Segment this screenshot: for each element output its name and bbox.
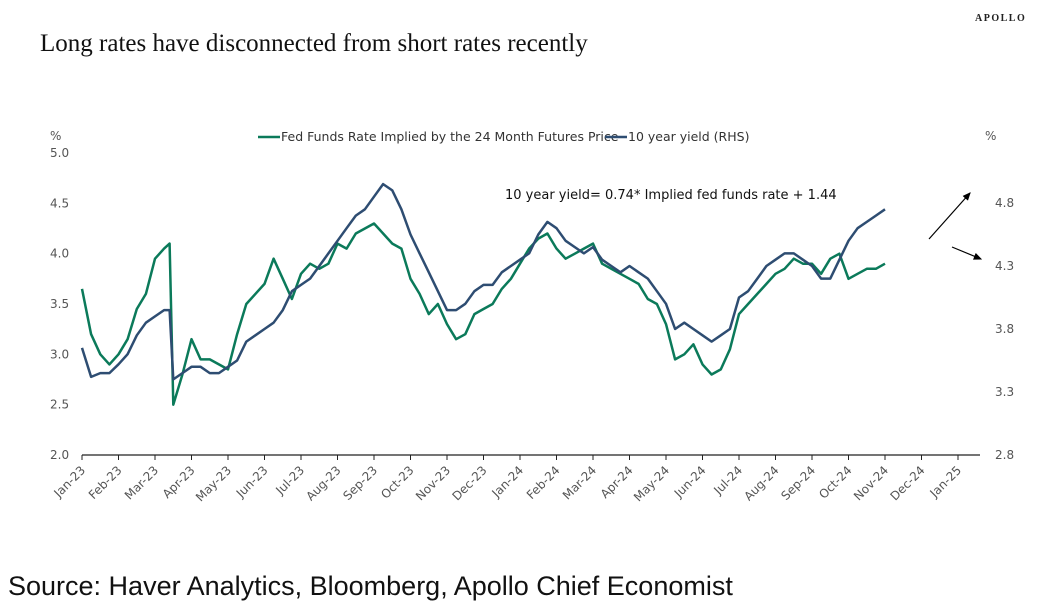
left-axis-unit: % — [50, 129, 61, 143]
x-tick-label: Jan-23 — [51, 463, 89, 501]
x-tick-label: Aug-23 — [303, 463, 343, 503]
x-tick-label: May-23 — [193, 463, 234, 504]
y-left-tick-label: 3.5 — [50, 297, 69, 311]
x-tick-label: Dec-23 — [449, 463, 489, 503]
x-tick-label: Mar-23 — [122, 463, 161, 502]
y-left-tick-label: 2.5 — [50, 398, 69, 412]
x-tick-label: Oct-23 — [378, 463, 416, 501]
series-line-10y-yield — [80, 182, 886, 381]
x-tick-label: Jul-24 — [710, 463, 745, 498]
x-tick-label: Oct-24 — [816, 463, 854, 501]
y-left-tick-label: 5.0 — [50, 146, 69, 160]
series-group — [80, 182, 886, 406]
right-axis-unit: % — [985, 129, 996, 143]
trend-arrows — [928, 192, 983, 260]
x-tick-label: Apr-24 — [598, 463, 636, 501]
legend-label-fed-funds: Fed Funds Rate Implied by the 24 Month F… — [281, 129, 619, 144]
arrow-down-icon — [951, 246, 983, 260]
x-tick-label: Feb-24 — [524, 463, 563, 502]
regression-annotation: 10 year yield= 0.74* Implied fed funds r… — [505, 188, 837, 203]
y-left-tick-label: 4.0 — [50, 247, 69, 261]
y-right-tick-label: 4.3 — [995, 259, 1014, 273]
source-note: Source: Haver Analytics, Bloomberg, Apol… — [8, 571, 733, 601]
x-tick-label: Mar-24 — [560, 463, 599, 502]
brand-logo: APOLLO — [975, 13, 1027, 24]
x-tick-label: Sep-23 — [340, 463, 380, 503]
y-right-tick-label: 3.3 — [995, 385, 1014, 399]
x-tick-label: Jan-24 — [489, 463, 527, 501]
y-left-tick-label: 2.0 — [50, 448, 69, 462]
y-left-tick-label: 3.0 — [50, 347, 69, 361]
y-right-tick-label: 2.8 — [995, 448, 1014, 462]
y-right-tick-label: 4.8 — [995, 196, 1014, 210]
y-left-tick-label: 4.5 — [50, 196, 69, 210]
x-tick-label: May-24 — [631, 463, 672, 504]
x-tick-label: Dec-24 — [887, 463, 927, 503]
legend: Fed Funds Rate Implied by the 24 Month F… — [258, 129, 749, 144]
chart-title: Long rates have disconnected from short … — [40, 30, 588, 57]
x-tick-label: Feb-23 — [86, 463, 125, 502]
x-tick-label: Nov-23 — [413, 463, 453, 503]
x-tick-label: Sep-24 — [778, 463, 818, 503]
x-tick-label: Aug-24 — [741, 463, 781, 503]
x-tick-label: Jan-25 — [927, 463, 965, 501]
y-right-tick-label: 3.8 — [995, 322, 1014, 336]
legend-label-10y: 10 year yield (RHS) — [628, 129, 749, 144]
x-tick-label: Jul-23 — [272, 463, 307, 498]
arrow-up-icon — [928, 192, 971, 240]
x-tick-label: Jun-24 — [671, 463, 709, 501]
series-line-fed-funds — [80, 222, 886, 406]
x-tick-label: Nov-24 — [851, 463, 891, 503]
x-tick-label: Apr-23 — [160, 463, 198, 501]
x-tick-label: Jun-23 — [233, 463, 271, 501]
